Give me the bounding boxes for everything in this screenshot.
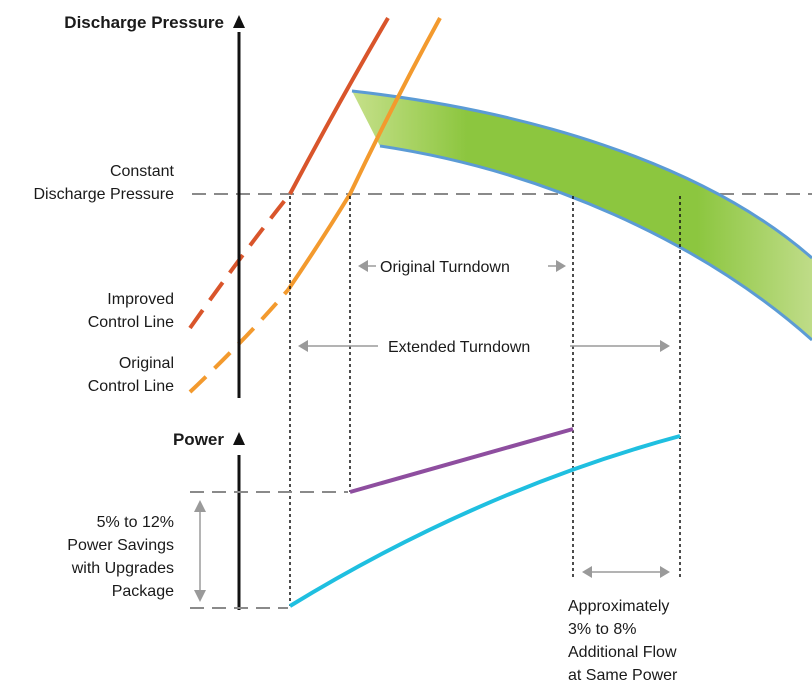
additional-flow-label-line4: at Same Power	[568, 667, 678, 684]
power-savings-arrow-up	[194, 500, 206, 512]
power-savings-label-line2: Power Savings	[67, 537, 174, 554]
original-control-line-solid	[348, 17, 442, 195]
original-control-label-line1: Original	[119, 355, 174, 372]
additional-flow-label-line1: Approximately	[568, 598, 669, 615]
extended-turndown-label: Extended Turndown	[388, 339, 530, 356]
original-turndown-arrow-left	[358, 260, 368, 272]
improved-control-label-line1: Improved	[107, 291, 174, 308]
original-turndown-label: Original Turndown	[380, 259, 510, 276]
original-control-line-dashed	[188, 288, 290, 394]
constant-pressure-label-line2: Discharge Pressure	[34, 186, 175, 203]
power-axis-label: Power	[173, 430, 224, 449]
extended-turndown-arrow-left	[298, 340, 308, 352]
original-turndown-arrow-right	[556, 260, 566, 272]
power-savings-label-line4: Package	[112, 583, 174, 600]
additional-flow-arrow-right	[660, 566, 670, 578]
original-control-line-lower	[286, 192, 352, 292]
original-power-curve	[349, 427, 574, 494]
additional-flow-label-line3: Additional Flow	[568, 644, 677, 661]
band-lower-edge	[379, 144, 812, 342]
power-savings-label-line3: with Upgrades	[71, 560, 174, 577]
original-control-label-line2: Control Line	[88, 378, 174, 395]
power-axis-arrow	[233, 432, 245, 445]
extended-power-curve	[288, 434, 681, 608]
improved-control-label-line2: Control Line	[88, 314, 174, 331]
band-upper-edge	[351, 89, 812, 260]
additional-flow-arrow-left	[582, 566, 592, 578]
pressure-axis-arrow	[233, 15, 245, 28]
improved-control-line-solid	[288, 16, 390, 195]
power-savings-label-line1: 5% to 12%	[97, 514, 174, 531]
improved-control-line-dashed	[188, 192, 292, 330]
additional-flow-label-line2: 3% to 8%	[568, 621, 636, 638]
extended-turndown-arrow-right	[660, 340, 670, 352]
operating-band	[352, 91, 812, 340]
power-savings-arrow-down	[194, 590, 206, 602]
pressure-axis-label: Discharge Pressure	[64, 13, 224, 32]
constant-pressure-label-line1: Constant	[110, 163, 175, 180]
